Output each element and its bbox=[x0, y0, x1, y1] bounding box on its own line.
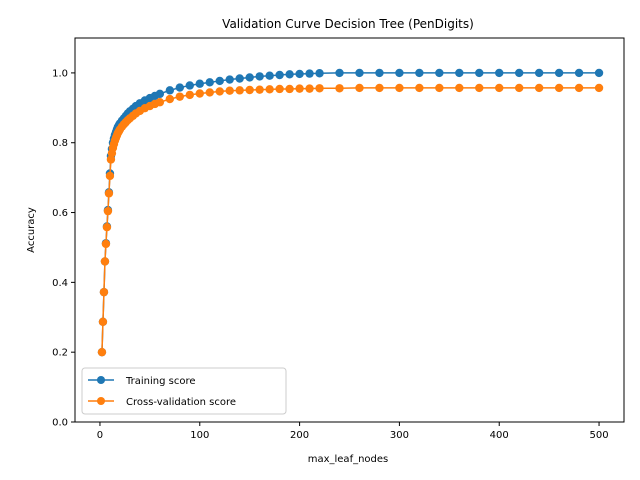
data-point-training bbox=[285, 70, 294, 79]
data-point-cross-validation bbox=[98, 317, 108, 327]
x-tick-label: 500 bbox=[589, 430, 608, 441]
data-point-cross-validation bbox=[235, 86, 244, 95]
data-point-cross-validation bbox=[155, 98, 165, 107]
data-point-training bbox=[275, 70, 284, 80]
data-point-cross-validation bbox=[165, 94, 175, 104]
data-point-training bbox=[355, 68, 364, 78]
data-point-cross-validation bbox=[97, 347, 107, 357]
data-point-cross-validation bbox=[106, 155, 116, 164]
data-point-training bbox=[594, 68, 604, 78]
data-point-cross-validation bbox=[395, 83, 404, 93]
data-point-cross-validation bbox=[255, 85, 264, 94]
data-point-cross-validation bbox=[295, 84, 304, 93]
data-point-cross-validation bbox=[574, 83, 584, 93]
legend-label-training: Training score bbox=[125, 376, 196, 387]
y-tick-label: 0.2 bbox=[52, 348, 68, 359]
data-point-cross-validation bbox=[315, 84, 324, 93]
series-layer bbox=[97, 68, 604, 357]
y-tick-label: 0.6 bbox=[52, 208, 68, 219]
data-point-cross-validation bbox=[175, 92, 185, 101]
data-point-cross-validation bbox=[225, 86, 234, 95]
data-point-training bbox=[335, 68, 344, 78]
data-point-training bbox=[185, 81, 194, 90]
data-point-training bbox=[455, 68, 464, 78]
data-point-cross-validation bbox=[101, 239, 111, 249]
data-point-cross-validation bbox=[215, 87, 224, 96]
data-point-training bbox=[215, 76, 224, 86]
y-tick-label: 0.8 bbox=[52, 138, 68, 149]
x-tick-label: 100 bbox=[190, 430, 209, 441]
x-axis-label: max_leaf_nodes bbox=[308, 454, 389, 465]
x-tick-label: 400 bbox=[490, 430, 509, 441]
data-point-cross-validation bbox=[475, 83, 484, 93]
data-point-cross-validation bbox=[100, 257, 110, 266]
data-point-training bbox=[395, 68, 404, 78]
data-point-training bbox=[435, 68, 444, 78]
data-point-cross-validation bbox=[355, 83, 364, 93]
x-axis-ticks: 0 100 200 300 400 500 bbox=[97, 422, 609, 441]
data-point-training bbox=[155, 89, 165, 99]
data-point-training bbox=[315, 69, 324, 78]
data-point-cross-validation bbox=[534, 83, 544, 93]
data-point-training bbox=[205, 78, 214, 87]
y-axis-ticks: 0.0 0.2 0.4 0.6 0.8 1.0 bbox=[52, 68, 75, 429]
data-point-training bbox=[175, 83, 185, 92]
data-point-training bbox=[165, 86, 175, 95]
data-point-cross-validation bbox=[99, 287, 109, 297]
data-point-training bbox=[495, 68, 504, 78]
legend-marker-cross-validation bbox=[97, 397, 105, 405]
legend-label-cross-validation: Cross-validation score bbox=[126, 397, 236, 408]
data-point-cross-validation bbox=[415, 83, 424, 93]
data-point-cross-validation bbox=[285, 84, 294, 94]
data-point-training bbox=[255, 72, 264, 81]
data-point-training bbox=[375, 68, 384, 78]
y-tick-label: 1.0 bbox=[52, 68, 68, 79]
data-point-cross-validation bbox=[102, 223, 112, 232]
data-point-training bbox=[554, 68, 564, 78]
legend-marker-training bbox=[97, 376, 105, 384]
data-point-training bbox=[195, 79, 204, 88]
data-point-training bbox=[295, 69, 304, 79]
data-point-training bbox=[305, 69, 314, 78]
data-point-cross-validation bbox=[305, 84, 314, 93]
data-point-cross-validation bbox=[185, 90, 194, 100]
data-point-cross-validation bbox=[455, 83, 464, 93]
data-point-cross-validation bbox=[594, 83, 604, 93]
x-tick-label: 0 bbox=[97, 430, 103, 441]
axes-frame bbox=[74, 37, 625, 423]
y-axis-label: Accuracy bbox=[26, 207, 37, 253]
series-cross-validation bbox=[97, 83, 604, 357]
data-point-cross-validation bbox=[245, 85, 254, 95]
data-point-cross-validation bbox=[335, 84, 344, 93]
data-point-cross-validation bbox=[205, 88, 214, 97]
x-tick-label: 300 bbox=[390, 430, 409, 441]
data-point-cross-validation bbox=[435, 83, 444, 93]
legend: Training score Cross-validation score bbox=[81, 367, 287, 415]
data-point-cross-validation bbox=[375, 83, 384, 93]
y-tick-label: 0.4 bbox=[52, 278, 68, 289]
data-point-cross-validation bbox=[105, 171, 115, 181]
chart-title: Validation Curve Decision Tree (PenDigit… bbox=[222, 17, 474, 31]
data-point-training bbox=[574, 68, 584, 78]
data-point-cross-validation bbox=[495, 83, 504, 93]
data-point-training bbox=[514, 68, 524, 78]
data-point-cross-validation bbox=[195, 89, 204, 98]
data-point-training bbox=[265, 71, 274, 80]
data-point-training bbox=[245, 73, 254, 82]
data-point-training bbox=[475, 68, 484, 78]
data-point-cross-validation bbox=[104, 189, 114, 198]
data-point-cross-validation bbox=[514, 83, 524, 93]
y-tick-label: 0.0 bbox=[52, 418, 68, 429]
data-point-cross-validation bbox=[554, 83, 564, 93]
data-point-training bbox=[415, 68, 424, 78]
data-point-cross-validation bbox=[103, 206, 113, 216]
data-point-cross-validation bbox=[275, 84, 284, 94]
data-point-training bbox=[225, 75, 234, 84]
data-point-cross-validation bbox=[265, 85, 274, 94]
data-point-training bbox=[235, 74, 244, 83]
x-tick-label: 200 bbox=[290, 430, 309, 441]
data-point-training bbox=[534, 68, 544, 78]
legend-box bbox=[81, 367, 287, 415]
